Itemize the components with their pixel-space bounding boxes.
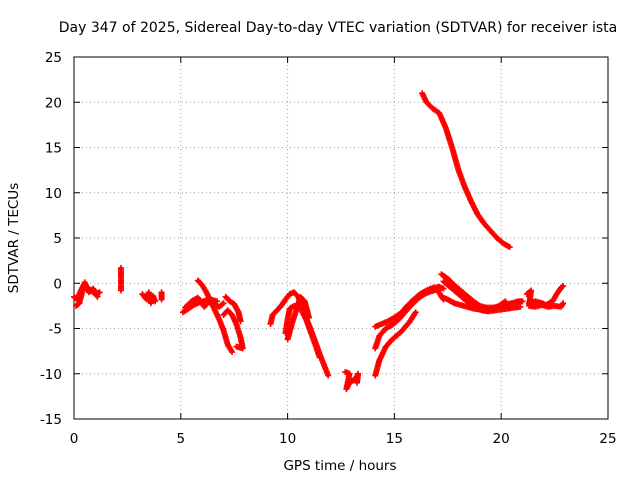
data-point — [560, 300, 567, 307]
x-tick-label: 15 — [386, 431, 403, 447]
data-point — [94, 293, 101, 300]
x-tick-label: 5 — [177, 431, 186, 447]
data-point — [559, 283, 566, 290]
data-point — [237, 318, 244, 325]
y-tick-label: 25 — [45, 50, 62, 66]
x-tick-label: 10 — [279, 431, 296, 447]
data-point — [214, 298, 221, 305]
grid-lines — [74, 57, 608, 419]
y-tick-label: -15 — [40, 412, 62, 428]
y-tick-label: -5 — [49, 322, 62, 338]
data-point — [412, 309, 419, 316]
x-tick-label: 20 — [493, 431, 510, 447]
data-point — [316, 354, 323, 361]
data-point — [117, 287, 124, 294]
data-point — [440, 285, 447, 292]
data-point — [325, 372, 332, 379]
data-point — [152, 298, 159, 305]
data-marks — [71, 90, 567, 393]
y-tick-label: 0 — [53, 276, 62, 292]
y-tick-label: 5 — [53, 231, 62, 247]
y-axis-label: SDTVAR / TECUs — [6, 183, 22, 293]
data-point — [519, 298, 526, 305]
x-tick-label: 25 — [599, 431, 616, 447]
data-point — [233, 343, 240, 350]
data-point — [305, 314, 312, 321]
y-tick-label: 20 — [45, 95, 62, 111]
x-axis-label: GPS time / hours — [283, 458, 396, 474]
y-tick-label: 15 — [45, 141, 62, 157]
axis-ticks — [73, 56, 609, 420]
x-tick-label: 0 — [70, 431, 79, 447]
chart-title: Day 347 of 2025, Sidereal Day-to-day VTE… — [59, 20, 617, 36]
data-point — [502, 298, 509, 305]
data-point — [517, 303, 524, 310]
data-point — [354, 379, 361, 386]
data-point — [229, 349, 236, 356]
tick-labels: 0 5 10 15 20 25 -15 -10 -5 0 5 10 15 20 25 — [40, 50, 617, 447]
data-point — [220, 300, 227, 307]
data-point — [158, 296, 165, 303]
data-point — [506, 244, 513, 251]
data-point — [560, 282, 567, 289]
y-tick-label: 10 — [45, 186, 62, 202]
y-tick-label: -10 — [40, 367, 62, 383]
